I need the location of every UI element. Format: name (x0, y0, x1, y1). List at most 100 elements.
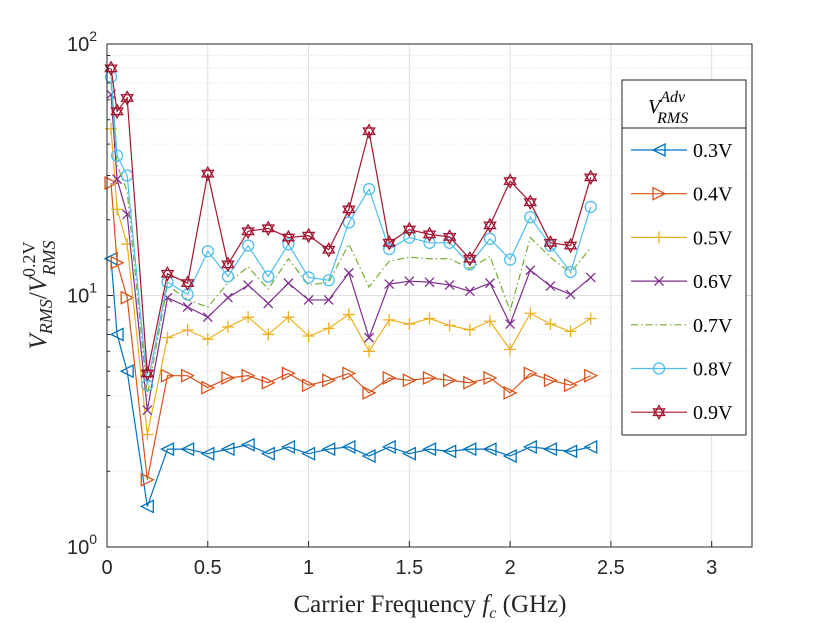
x-tick-label: 1.5 (395, 557, 423, 579)
data-point (104, 64, 118, 77)
data-point (422, 230, 437, 243)
data-point (443, 319, 456, 332)
data-point (140, 365, 155, 378)
data-point (141, 428, 154, 441)
data-point (502, 448, 517, 464)
data-point (302, 330, 315, 343)
legend-label: 0.8V (693, 359, 733, 381)
legend-box (621, 79, 747, 436)
data-point (583, 439, 598, 454)
legend-marker (652, 186, 667, 201)
data-point (524, 210, 537, 224)
data-point (503, 177, 517, 189)
data-point (241, 239, 255, 252)
data-point (424, 277, 435, 288)
data-point (341, 439, 356, 454)
data-point (463, 375, 478, 390)
data-point (104, 175, 119, 191)
data-point (112, 174, 123, 185)
data-point (504, 343, 517, 356)
data-point (261, 220, 276, 233)
data-point (202, 312, 213, 323)
y-axis-label-v1: V (25, 332, 52, 350)
data-point (382, 235, 396, 247)
data-point (342, 205, 356, 218)
data-point (342, 366, 357, 381)
x-tick-label: 2.5 (597, 557, 625, 579)
legend-entries: 0.3V 0.4V 0.5V 0.6V 0.7V 0.8V 0.9V (631, 140, 733, 424)
data-point (321, 442, 336, 457)
data-point (160, 269, 175, 282)
data-point (563, 237, 578, 250)
data-point (180, 368, 196, 383)
data-point (241, 227, 255, 240)
legend-title-sup: Adv (659, 89, 686, 106)
series-line-0-7v (110, 82, 592, 396)
data-point (503, 173, 517, 186)
data-point (221, 256, 235, 269)
data-point (584, 368, 599, 383)
data-point (564, 325, 577, 338)
data-point (110, 149, 124, 162)
series-line-0-8v (110, 76, 592, 386)
data-point (201, 165, 215, 178)
data-point (221, 320, 234, 333)
data-point (543, 238, 558, 251)
data-point (442, 232, 457, 245)
data-point (263, 298, 274, 309)
legend-marker (652, 408, 666, 420)
series-line-0-4v (110, 182, 592, 480)
y-axis-label-sup: 0.2V (19, 241, 39, 277)
legend-title-v: V (648, 96, 663, 118)
data-point (544, 318, 557, 331)
y-tick-base: 10 (67, 286, 89, 308)
data-point (301, 227, 316, 240)
data-point (404, 276, 415, 287)
data-point (262, 270, 275, 283)
data-point (402, 221, 417, 234)
legend-label: 0.6V (693, 271, 733, 293)
data-point (363, 345, 376, 358)
data-point (563, 444, 578, 459)
data-point (111, 203, 124, 216)
data-point (402, 225, 417, 238)
data-point (280, 439, 296, 454)
data-point (564, 265, 577, 279)
series-line-0-5v (110, 128, 592, 435)
data-point (585, 272, 596, 283)
data-point (160, 442, 175, 457)
data-point (482, 442, 497, 457)
legend-item: 0.9V (631, 402, 733, 424)
data-point (443, 373, 458, 388)
data-point (442, 444, 457, 459)
data-point (109, 327, 124, 342)
data-point (442, 229, 457, 241)
data-point (423, 312, 436, 325)
series-group (103, 60, 599, 514)
data-point (523, 366, 538, 381)
data-point (282, 238, 295, 251)
data-point (464, 286, 475, 297)
legend: VAdv RMS 0.3V 0.4V 0.5V 0.6V 0.7V 0.8V 0.9V (621, 79, 747, 436)
data-point (422, 370, 437, 386)
legend-marker (653, 231, 665, 244)
y-tick-base: 10 (67, 537, 89, 559)
series-0-7v (110, 82, 592, 396)
data-point (119, 364, 134, 379)
legend-label: 0.9V (693, 402, 733, 424)
data-point (362, 127, 376, 140)
data-point (120, 94, 134, 106)
data-point (281, 366, 296, 381)
data-point (180, 442, 195, 457)
data-point (403, 231, 416, 244)
legend-marker (652, 404, 666, 417)
data-point (522, 439, 537, 454)
data-point (241, 368, 256, 383)
series-0-9v (104, 60, 598, 382)
data-point (142, 405, 153, 416)
data-point (240, 437, 255, 452)
data-point (200, 446, 215, 461)
data-point (584, 312, 597, 325)
